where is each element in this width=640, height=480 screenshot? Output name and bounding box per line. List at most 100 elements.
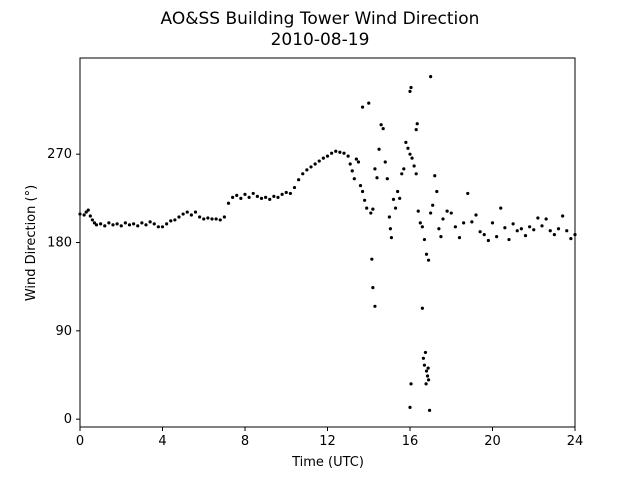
data-point [218, 218, 222, 222]
data-point [439, 235, 443, 239]
data-point [356, 160, 361, 164]
data-point [415, 122, 419, 126]
data-point [474, 213, 478, 217]
data-point [371, 286, 375, 290]
data-point [435, 189, 439, 194]
data-point [540, 224, 544, 228]
data-point [389, 235, 394, 240]
data-point [490, 221, 495, 225]
chart-title: AO&SS Building Tower Wind Direction [161, 9, 480, 29]
data-point [420, 225, 424, 229]
data-point [185, 210, 189, 214]
data-point [288, 191, 292, 196]
data-point [507, 237, 511, 242]
data-point [379, 123, 383, 127]
data-point [385, 177, 389, 181]
data-point [350, 169, 354, 173]
data-point [408, 152, 412, 156]
data-point [160, 225, 165, 229]
data-point [536, 216, 540, 220]
x-tick-label: 20 [484, 434, 501, 449]
data-point [414, 128, 418, 132]
data-point [409, 382, 413, 386]
data-point [169, 219, 173, 223]
data-point [544, 217, 548, 221]
data-point [330, 151, 334, 155]
data-point [420, 306, 424, 310]
data-point [453, 225, 457, 229]
data-point [426, 378, 431, 382]
data-point [305, 168, 309, 172]
x-tick-label: 16 [402, 434, 419, 449]
data-point [441, 217, 445, 221]
data-point [198, 215, 202, 219]
data-point [470, 220, 474, 224]
data-point [189, 213, 193, 217]
data-point [503, 226, 507, 230]
data-point [423, 350, 428, 355]
data-point [90, 218, 94, 222]
data-point [552, 233, 556, 237]
data-point [156, 225, 160, 229]
data-point [309, 165, 313, 169]
chart-subtitle: 2010-08-19 [271, 30, 370, 50]
data-point [422, 363, 427, 367]
data-point [445, 209, 449, 213]
data-point [373, 167, 377, 171]
x-tick-label: 24 [567, 434, 584, 449]
data-point [388, 227, 393, 231]
data-point [264, 195, 268, 199]
data-point [193, 210, 198, 214]
data-point [569, 236, 573, 241]
x-tick-label: 0 [76, 434, 84, 449]
data-point [99, 222, 103, 226]
data-point [433, 174, 437, 178]
data-point [251, 191, 255, 196]
data-point [408, 405, 412, 409]
data-point [313, 162, 317, 166]
data-point [177, 215, 181, 219]
data-point [284, 190, 288, 195]
data-point [515, 229, 519, 233]
data-point [94, 223, 99, 227]
data-point [371, 207, 375, 211]
x-axis-ticks: 0 4 8 12 16 20 24 [76, 427, 583, 449]
data-point [519, 227, 523, 231]
data-point [406, 146, 410, 150]
data-point [429, 211, 433, 215]
data-point [425, 374, 430, 378]
data-point [416, 209, 420, 213]
data-point [280, 192, 284, 197]
data-point [373, 304, 377, 308]
data-point [410, 156, 414, 160]
data-point [387, 215, 391, 219]
y-tick-label: 270 [47, 147, 72, 162]
data-point [123, 221, 127, 225]
data-point [88, 214, 92, 218]
data-point [338, 150, 342, 154]
data-point [148, 220, 152, 224]
data-point [556, 227, 561, 231]
data-points [78, 75, 577, 412]
data-point [437, 227, 441, 231]
data-point [393, 206, 398, 210]
data-point [334, 149, 338, 153]
data-point [532, 228, 536, 232]
data-point [272, 194, 276, 198]
data-point [243, 192, 247, 197]
data-point [377, 147, 381, 151]
data-point [235, 193, 239, 197]
data-point [565, 229, 569, 233]
data-point [360, 189, 365, 194]
data-point [422, 237, 427, 242]
data-point [136, 224, 140, 228]
data-point [354, 157, 358, 161]
data-point [181, 212, 185, 216]
data-point [152, 222, 156, 226]
data-point [297, 178, 301, 182]
data-point [259, 196, 264, 200]
data-point [363, 198, 367, 202]
data-point [412, 164, 416, 168]
data-point [292, 185, 297, 190]
